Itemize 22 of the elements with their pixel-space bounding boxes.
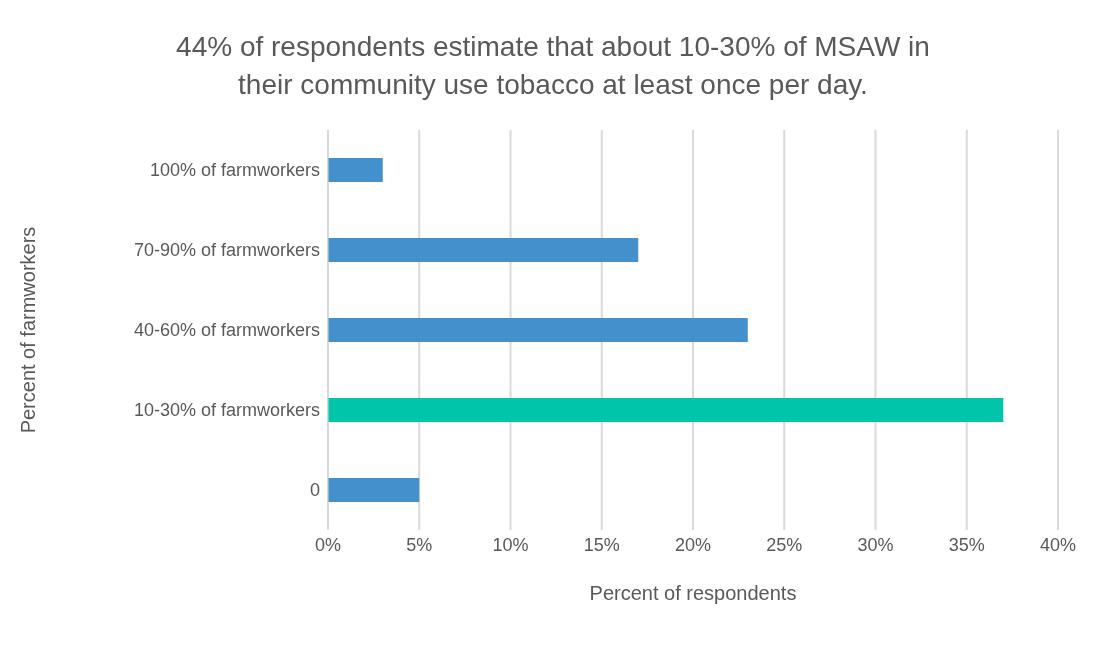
x-tick-label: 40% — [1039, 534, 1077, 555]
bar — [328, 397, 1004, 422]
x-tick-label: 30% — [857, 534, 894, 555]
x-tick-label: 15% — [583, 534, 620, 555]
y-tick-label: 100% of farmworkers — [149, 159, 320, 180]
y-tick-label: 40-60% of farmworkers — [133, 319, 320, 340]
bar — [328, 157, 383, 182]
x-tick-label: 10% — [492, 534, 529, 555]
chart-title: 44% of respondents estimate that about 10-30% of MSAW in their community use tobacco at least once per day. — [175, 30, 931, 102]
y-tick-label: 0 — [309, 479, 320, 500]
bar — [328, 237, 639, 262]
x-tick-label: 0% — [314, 534, 342, 555]
x-tick-label: 20% — [674, 534, 712, 555]
x-tick-label: 5% — [406, 534, 433, 555]
y-axis-title: Percent of farmworkers — [17, 226, 40, 433]
bar — [328, 317, 748, 342]
bar — [328, 477, 420, 502]
x-tick-label: 25% — [766, 534, 803, 555]
x-tick-label: 35% — [948, 534, 985, 555]
x-axis-title: Percent of respondents — [589, 581, 797, 604]
y-tick-label: 70-90% of farmworkers — [133, 239, 320, 260]
y-tick-label: 10-30% of farmworkers — [133, 399, 320, 420]
